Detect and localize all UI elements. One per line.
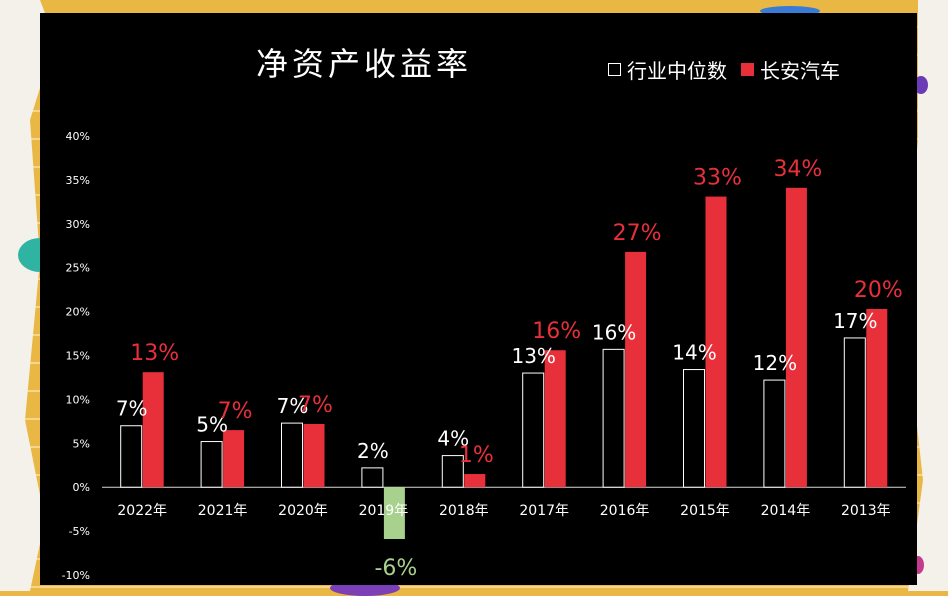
data-label-industry: 12%	[753, 351, 797, 375]
y-tick-label: 0%	[73, 481, 90, 494]
legend-label-industry: 行业中位数	[627, 59, 727, 83]
data-label-industry: 7%	[277, 394, 309, 418]
x-tick-label: 2021年	[198, 503, 248, 519]
y-tick-label: 35%	[66, 174, 90, 187]
bar-company	[705, 196, 727, 488]
decorative-blob	[760, 6, 820, 16]
bar-industry	[602, 348, 625, 488]
data-label-company: 16%	[532, 319, 581, 344]
data-label-industry: 2%	[357, 439, 389, 463]
legend-swatch-company	[741, 63, 754, 76]
bar-industry	[200, 441, 223, 488]
bar-industry	[522, 372, 545, 488]
x-tick-label: 2018年	[439, 503, 489, 519]
bar-company	[625, 251, 647, 488]
legend-swatch-industry	[608, 63, 621, 76]
y-tick-label: 25%	[66, 262, 90, 275]
y-tick-label: 30%	[66, 218, 90, 231]
chart-slide: 40% 35% 30% 25% 20% 15% 10% 5% 0% -5% -10% 2022年 7% 1…	[40, 13, 917, 585]
x-tick-label: 2020年	[278, 503, 328, 519]
y-tick-label: 10%	[66, 393, 90, 406]
bar-company	[544, 350, 566, 488]
x-tick-label: 2022年	[117, 503, 167, 519]
x-tick-label: 2016年	[600, 503, 650, 519]
bar-industry	[281, 422, 303, 488]
y-tick-label: 15%	[66, 350, 90, 363]
data-label-company: 34%	[773, 157, 822, 182]
x-tick-label: 2017年	[519, 503, 569, 519]
chart-title: 净资产收益率	[256, 45, 473, 83]
decorative-blob	[914, 76, 928, 94]
data-label-company: 33%	[693, 166, 742, 191]
data-label-industry: 14%	[672, 341, 716, 365]
bar-company	[223, 430, 245, 488]
legend-label-company: 长安汽车	[760, 59, 840, 83]
data-label-company: 27%	[613, 221, 662, 246]
data-label-company: 7%	[298, 393, 333, 418]
data-label-company: -6%	[374, 556, 417, 581]
data-label-company: 13%	[130, 341, 179, 366]
x-tick-label: 2015年	[680, 503, 730, 519]
data-label-industry: 4%	[437, 427, 469, 451]
y-tick-label: 20%	[66, 306, 90, 319]
data-label-company: 7%	[218, 399, 253, 424]
bar-industry	[683, 369, 705, 488]
bar-company	[142, 372, 164, 488]
data-label-company: 1%	[459, 443, 494, 468]
legend-item-industry: 行业中位数	[608, 55, 727, 84]
bar-company	[383, 487, 405, 540]
y-tick-label: 40%	[66, 130, 90, 143]
x-tick-label: 2013年	[841, 503, 891, 519]
bar-chart: 40% 35% 30% 25% 20% 15% 10% 5% 0% -5% -10% 2022年 7% 1…	[62, 130, 906, 582]
x-tick-label: 2014年	[761, 503, 811, 519]
x-tick-label: 2019年	[359, 503, 409, 519]
bar-industry	[441, 455, 464, 488]
data-label-company: 20%	[854, 278, 903, 303]
legend: 行业中位数 长安汽车	[608, 55, 854, 84]
bar-industry	[361, 467, 384, 488]
bar-industry	[763, 379, 786, 488]
bar-industry	[120, 425, 143, 488]
y-tick-label: -10%	[62, 569, 90, 582]
data-label-industry: 5%	[196, 413, 228, 437]
bar-company	[303, 423, 325, 488]
data-label-industry: 7%	[116, 397, 148, 421]
y-tick-label: -5%	[69, 525, 90, 538]
bar-company	[866, 308, 888, 488]
y-tick-label: 5%	[73, 437, 90, 450]
data-label-industry: 16%	[592, 320, 636, 344]
bar-company	[785, 187, 807, 488]
data-label-industry: 17%	[833, 309, 877, 333]
legend-item-company: 长安汽车	[741, 55, 840, 84]
bar-company	[464, 474, 486, 488]
bar-industry	[843, 337, 866, 488]
data-label-industry: 13%	[511, 344, 555, 368]
